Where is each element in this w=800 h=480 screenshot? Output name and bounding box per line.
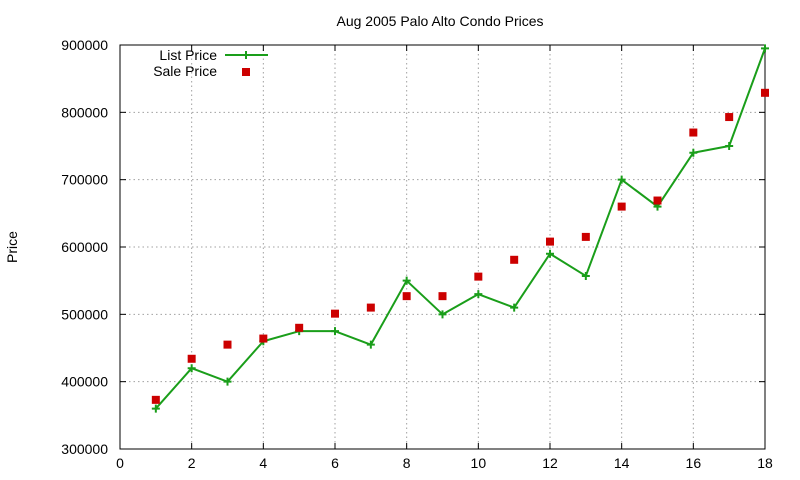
series-layer [151,44,769,413]
data-point-plus [187,364,196,373]
y-tick-label: 300000 [61,441,108,457]
data-point-square [151,395,160,404]
data-point-plus [151,404,160,413]
legend: List Price Sale Price [153,47,268,79]
y-tick-labels: 300000 400000 500000 600000 700000 800000 9000… [61,37,108,457]
y-tick-label: 900000 [61,37,108,53]
data-point-plus [761,44,769,53]
data-point-plus [474,290,483,299]
legend-label-sale-price: Sale Price [153,63,217,79]
data-point-square [259,334,268,343]
data-point-square [366,303,375,312]
data-point-square [581,232,590,241]
y-axis-label: Price [4,231,20,263]
data-point-plus [223,377,232,386]
data-point-square [223,340,232,349]
data-point-square [510,255,519,264]
data-point-square [402,292,411,301]
x-tick-label: 6 [331,455,339,471]
x-tick-label: 10 [471,455,487,471]
x-tick-label: 18 [757,455,773,471]
x-tick-label: 0 [116,455,124,471]
series-1 [151,88,769,404]
data-point-plus [438,310,447,319]
legend-marker-list-price [242,51,250,59]
data-point-square [546,237,554,246]
data-point-square [617,202,626,211]
grid-lines [120,45,765,449]
data-point-square [653,196,662,205]
data-point-plus [617,175,626,184]
y-tick-label: 400000 [61,374,108,390]
x-tick-labels: 0 2 4 6 8 10 12 14 16 18 [116,455,773,471]
data-point-plus [510,303,519,312]
series-0 [151,44,769,413]
x-tick-label: 14 [614,455,630,471]
data-point-plus [402,276,411,285]
data-point-square [331,309,339,318]
y-tick-label: 600000 [61,239,108,255]
legend-label-list-price: List Price [159,47,217,63]
axis-ticks [119,44,766,450]
x-tick-label: 2 [188,455,196,471]
data-point-square [761,88,769,97]
x-tick-label: 8 [403,455,411,471]
y-tick-label: 500000 [61,306,108,322]
y-tick-label: 800000 [61,104,108,120]
legend-marker-sale-price [242,68,250,76]
series-line [155,48,766,410]
x-tick-label: 16 [686,455,702,471]
data-point-plus [366,340,375,349]
x-tick-label: 4 [259,455,267,471]
data-point-plus [331,327,339,336]
data-point-plus [581,271,590,280]
data-point-square [187,354,196,363]
data-point-plus [689,148,698,157]
y-tick-label: 700000 [61,172,108,188]
data-point-plus [546,249,554,258]
data-point-square [438,292,447,301]
x-tick-label: 12 [542,455,558,471]
plot-frame [119,44,766,450]
data-point-square [689,128,698,137]
data-point-square [725,113,734,122]
data-point-plus [725,142,734,150]
data-point-square [295,323,304,332]
data-point-square [474,272,483,281]
chart-title: Aug 2005 Palo Alto Condo Prices [336,13,543,29]
